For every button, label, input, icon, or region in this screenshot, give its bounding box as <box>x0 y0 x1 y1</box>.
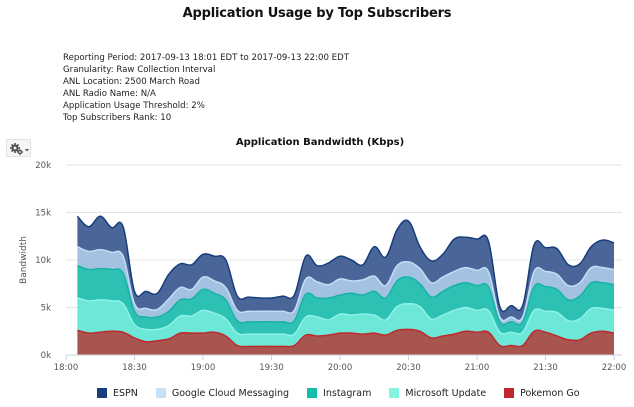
line-google-cloud-messaging <box>77 246 615 322</box>
legend-label: Instagram <box>323 387 372 399</box>
line-pokemon-go <box>77 328 615 348</box>
legend-swatch <box>155 388 166 398</box>
legend-item-microsoft-update[interactable]: Microsoft Update <box>389 388 486 399</box>
area-espn[interactable] <box>77 216 614 321</box>
legend-label: ESPN <box>113 387 138 399</box>
legend-swatch <box>504 388 515 398</box>
x-tick-label: 21:00 <box>465 363 490 373</box>
report-title: Application Usage by Top Subscribers <box>182 6 452 21</box>
legend-label: Microsoft Update <box>405 387 487 399</box>
y-tick-label: 5k <box>41 304 51 314</box>
legend-swatch <box>307 388 318 398</box>
x-axis-ticks: 18:00 18:30 19:00 19:30 20:00 20:30 21:00 21:30… <box>54 355 627 373</box>
meta-usage-threshold: Application Usage Threshold: 2% <box>63 101 205 112</box>
area-pokemon-go[interactable] <box>77 329 614 355</box>
x-tick-label: 20:00 <box>328 363 353 373</box>
meta-granularity: Granularity: Raw Collection Interval <box>63 65 216 76</box>
area-google-cloud-messaging[interactable] <box>77 246 614 325</box>
area-instagram[interactable] <box>77 265 614 336</box>
report-metadata: Reporting Period: 2017-09-13 18:01 EDT t… <box>63 52 349 125</box>
x-tick-label: 18:00 <box>54 363 79 373</box>
y-axis-label: Bandwidth <box>19 236 29 284</box>
chart-settings-button[interactable] <box>6 139 31 157</box>
y-axis-ticks: 0k 5k 10k 15k 20k <box>35 161 51 361</box>
x-tick-label: 22:00 <box>602 363 627 373</box>
line-instagram <box>77 264 615 326</box>
legend-swatch <box>389 388 400 398</box>
y-tick-label: 20k <box>35 161 51 171</box>
caret-down-icon <box>25 149 29 152</box>
x-tick-label: 18:30 <box>122 363 147 373</box>
legend-item-espn[interactable]: ESPN <box>97 388 138 399</box>
chart-title: Application Bandwidth (Kbps) <box>236 137 404 148</box>
legend-item-google-cloud-messaging[interactable]: Google Cloud Messaging <box>155 387 290 399</box>
y-tick-label: 0k <box>41 351 51 361</box>
y-tick-label: 10k <box>35 256 51 266</box>
gears-icon <box>10 143 29 156</box>
meta-top-subscribers-rank: Top Subscribers Rank: 10 <box>63 113 172 124</box>
legend-label: Google Cloud Messaging <box>171 387 290 399</box>
x-tick-label: 19:30 <box>259 363 284 373</box>
meta-reporting-period: Reporting Period: 2017-09-13 18:01 EDT t… <box>63 53 349 63</box>
chart-legend: ESPN Google Cloud Messaging Instagram Micro… <box>97 386 598 400</box>
meta-anl-radio-name: ANL Radio Name: N/A <box>63 89 156 100</box>
legend-item-pokemon-go[interactable]: Pokemon Go <box>504 388 580 399</box>
x-tick-label: 20:30 <box>396 363 421 373</box>
legend-swatch <box>97 388 107 398</box>
x-tick-label: 21:30 <box>533 363 558 373</box>
line-espn <box>76 215 615 313</box>
legend-item-instagram[interactable]: Instagram <box>307 388 371 399</box>
meta-anl-location: ANL Location: 2500 March Road <box>63 77 200 88</box>
legend-label: Pokemon Go <box>520 387 580 399</box>
x-tick-label: 19:00 <box>191 363 216 373</box>
line-microsoft-update <box>77 297 615 337</box>
stacked-areas[interactable] <box>76 215 615 355</box>
y-tick-label: 15k <box>35 209 51 219</box>
